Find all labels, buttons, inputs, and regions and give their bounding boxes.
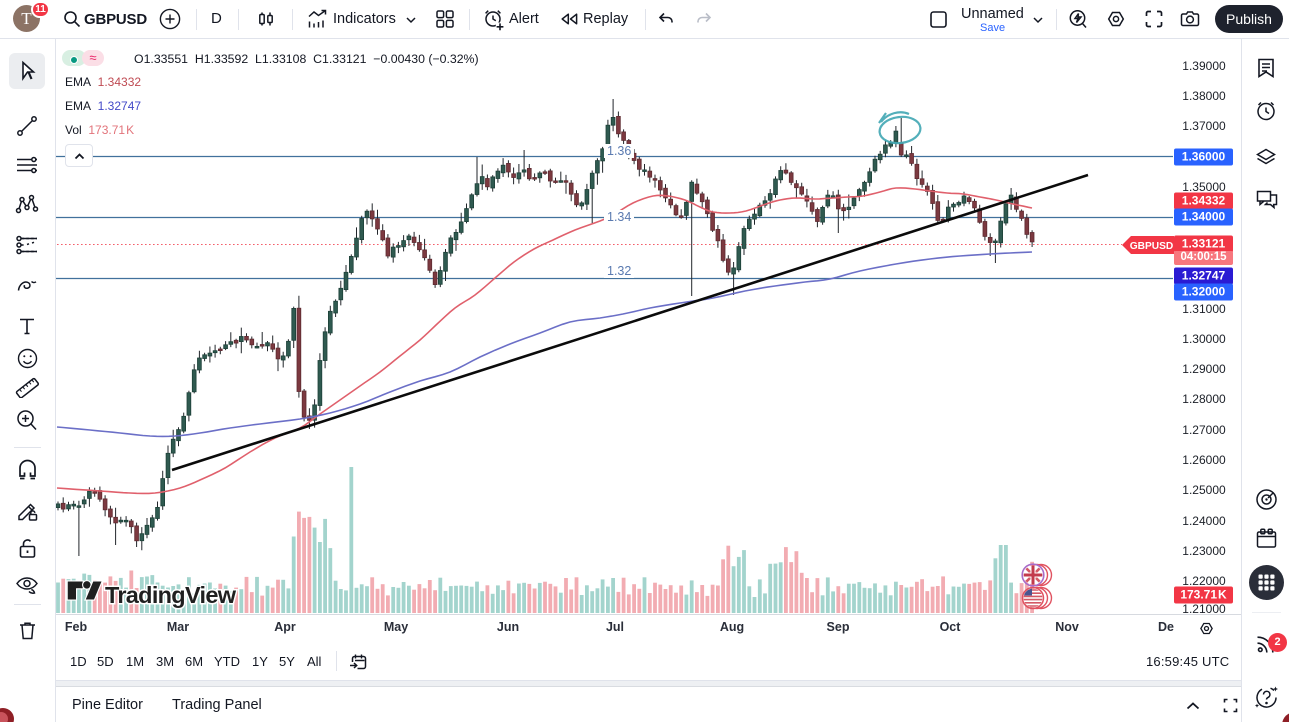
svg-text:TradingView: TradingView	[105, 582, 237, 608]
svg-text:GBPUSD: GBPUSD	[1130, 241, 1174, 252]
